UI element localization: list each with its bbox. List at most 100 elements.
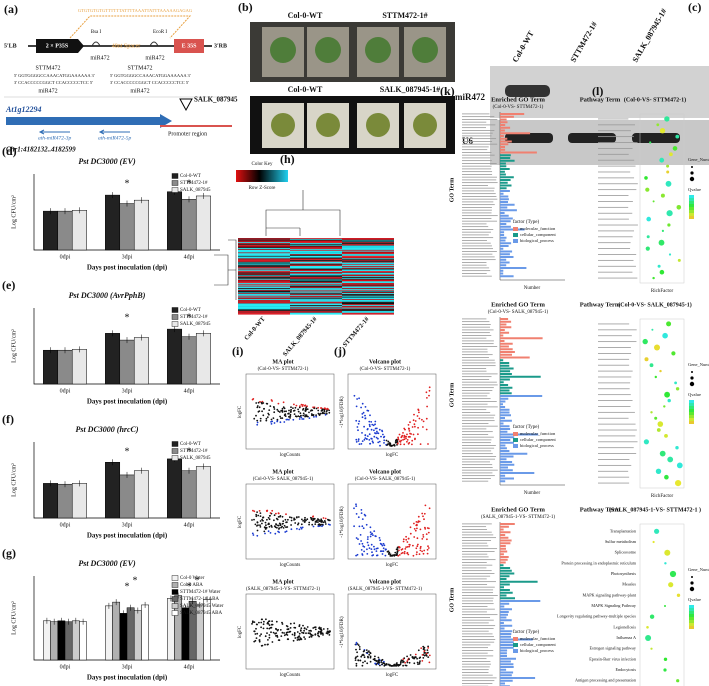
significance: * <box>125 446 130 457</box>
go-term <box>462 603 494 605</box>
scatter-dot <box>279 421 282 424</box>
plot-frame <box>639 523 685 686</box>
go-bar <box>500 373 512 375</box>
heat-cell <box>290 298 342 300</box>
scatter-dot <box>308 417 311 419</box>
go-bar <box>500 480 506 483</box>
heat-cell <box>342 249 394 250</box>
term <box>598 459 630 460</box>
scatter-dot <box>386 444 389 446</box>
go-term <box>462 647 488 649</box>
legend-label: cellular_component <box>520 642 556 647</box>
scatter-dot <box>419 528 422 531</box>
scatter-dot <box>372 534 374 536</box>
heat-cell <box>290 307 342 309</box>
scatter-dot <box>397 438 400 441</box>
go-bar <box>500 452 528 455</box>
go-bar <box>500 572 515 575</box>
heat-cell <box>290 302 342 304</box>
scatter-dot <box>320 412 322 415</box>
scatter-dot <box>268 523 270 525</box>
heat-cell <box>238 253 290 255</box>
scatter-dot <box>322 412 325 414</box>
go-term <box>462 564 493 566</box>
bar <box>50 621 59 661</box>
heat-cell <box>290 239 342 241</box>
go-term <box>462 625 496 627</box>
heat-cell <box>290 240 342 242</box>
go-term <box>462 318 487 320</box>
go-term <box>462 417 494 419</box>
scatter-dot <box>428 386 431 389</box>
go-bar <box>500 337 543 340</box>
label: Volcano plot <box>369 469 401 475</box>
label: miR472 <box>455 92 485 102</box>
scatter-dot <box>259 515 262 517</box>
go-term <box>462 154 495 156</box>
scatter-dot <box>395 438 398 441</box>
term <box>598 265 636 267</box>
go-bar <box>500 253 510 256</box>
scatter-dot <box>283 410 286 413</box>
go-bar <box>500 616 507 619</box>
go-bar <box>500 439 511 441</box>
x-axis-label: Number <box>524 286 541 291</box>
legend-label: STTM472-1# <box>180 181 208 186</box>
plant <box>413 113 437 137</box>
go-bar <box>500 203 515 206</box>
scatter-dot <box>360 540 362 542</box>
go-term <box>462 124 496 126</box>
heat-cell <box>238 260 290 262</box>
label: ath-miR472-5p <box>98 134 132 141</box>
go-bar <box>500 220 511 223</box>
scatter-dot <box>298 415 301 418</box>
scatter-dot <box>302 404 304 406</box>
scatter-dot <box>322 634 324 636</box>
heat-cell <box>290 306 342 308</box>
label: factor (Type) <box>513 630 539 635</box>
scatter-dot <box>269 626 272 629</box>
scatter-dot <box>253 510 256 513</box>
go-bar <box>500 118 507 121</box>
term <box>598 183 638 185</box>
scatter-dot <box>376 554 379 557</box>
scatter-dot <box>268 525 271 528</box>
go-bar <box>500 542 511 545</box>
scatter-dot <box>323 412 326 415</box>
go-term <box>462 677 497 679</box>
go-term <box>462 152 492 153</box>
column-label: SALK_087945-1# <box>282 315 319 358</box>
go-bar <box>500 525 509 528</box>
heat-cell <box>290 309 342 311</box>
scatter-dot <box>407 424 410 426</box>
legend-swatch <box>171 455 179 461</box>
scatter-dot <box>317 634 319 637</box>
go-term <box>462 450 492 452</box>
scatter-dot <box>363 438 366 441</box>
pathway-dot <box>664 549 671 556</box>
scatter-dot <box>271 420 274 423</box>
go-term <box>462 409 487 411</box>
scatter-dot <box>256 511 258 513</box>
y-axis-label: -1*log10(FDR) <box>340 396 345 427</box>
legend-swatch <box>171 448 179 454</box>
scatter-dot <box>357 516 360 519</box>
scatter-dot <box>361 654 364 657</box>
scatter-dot <box>413 656 416 659</box>
scatter-dot <box>415 553 418 556</box>
scatter-dot <box>406 661 409 664</box>
pathway-dot <box>664 474 669 480</box>
sequence: GTGTGTGTGTTTTTTATTTTAAATTATTTAAAAAGAGAG <box>78 8 193 13</box>
heat-cell <box>342 278 394 280</box>
legend-label: STTM472-1# <box>180 449 208 454</box>
term <box>598 212 633 214</box>
go-bar <box>500 395 543 397</box>
scatter-dot <box>289 413 292 416</box>
scatter-dot <box>313 416 315 418</box>
heat-cell <box>342 248 394 250</box>
scatter-dot <box>404 548 407 550</box>
scatter-dot <box>300 416 303 419</box>
scatter-dot <box>411 656 414 658</box>
scatter-dot <box>364 437 367 439</box>
size-key <box>689 176 695 182</box>
